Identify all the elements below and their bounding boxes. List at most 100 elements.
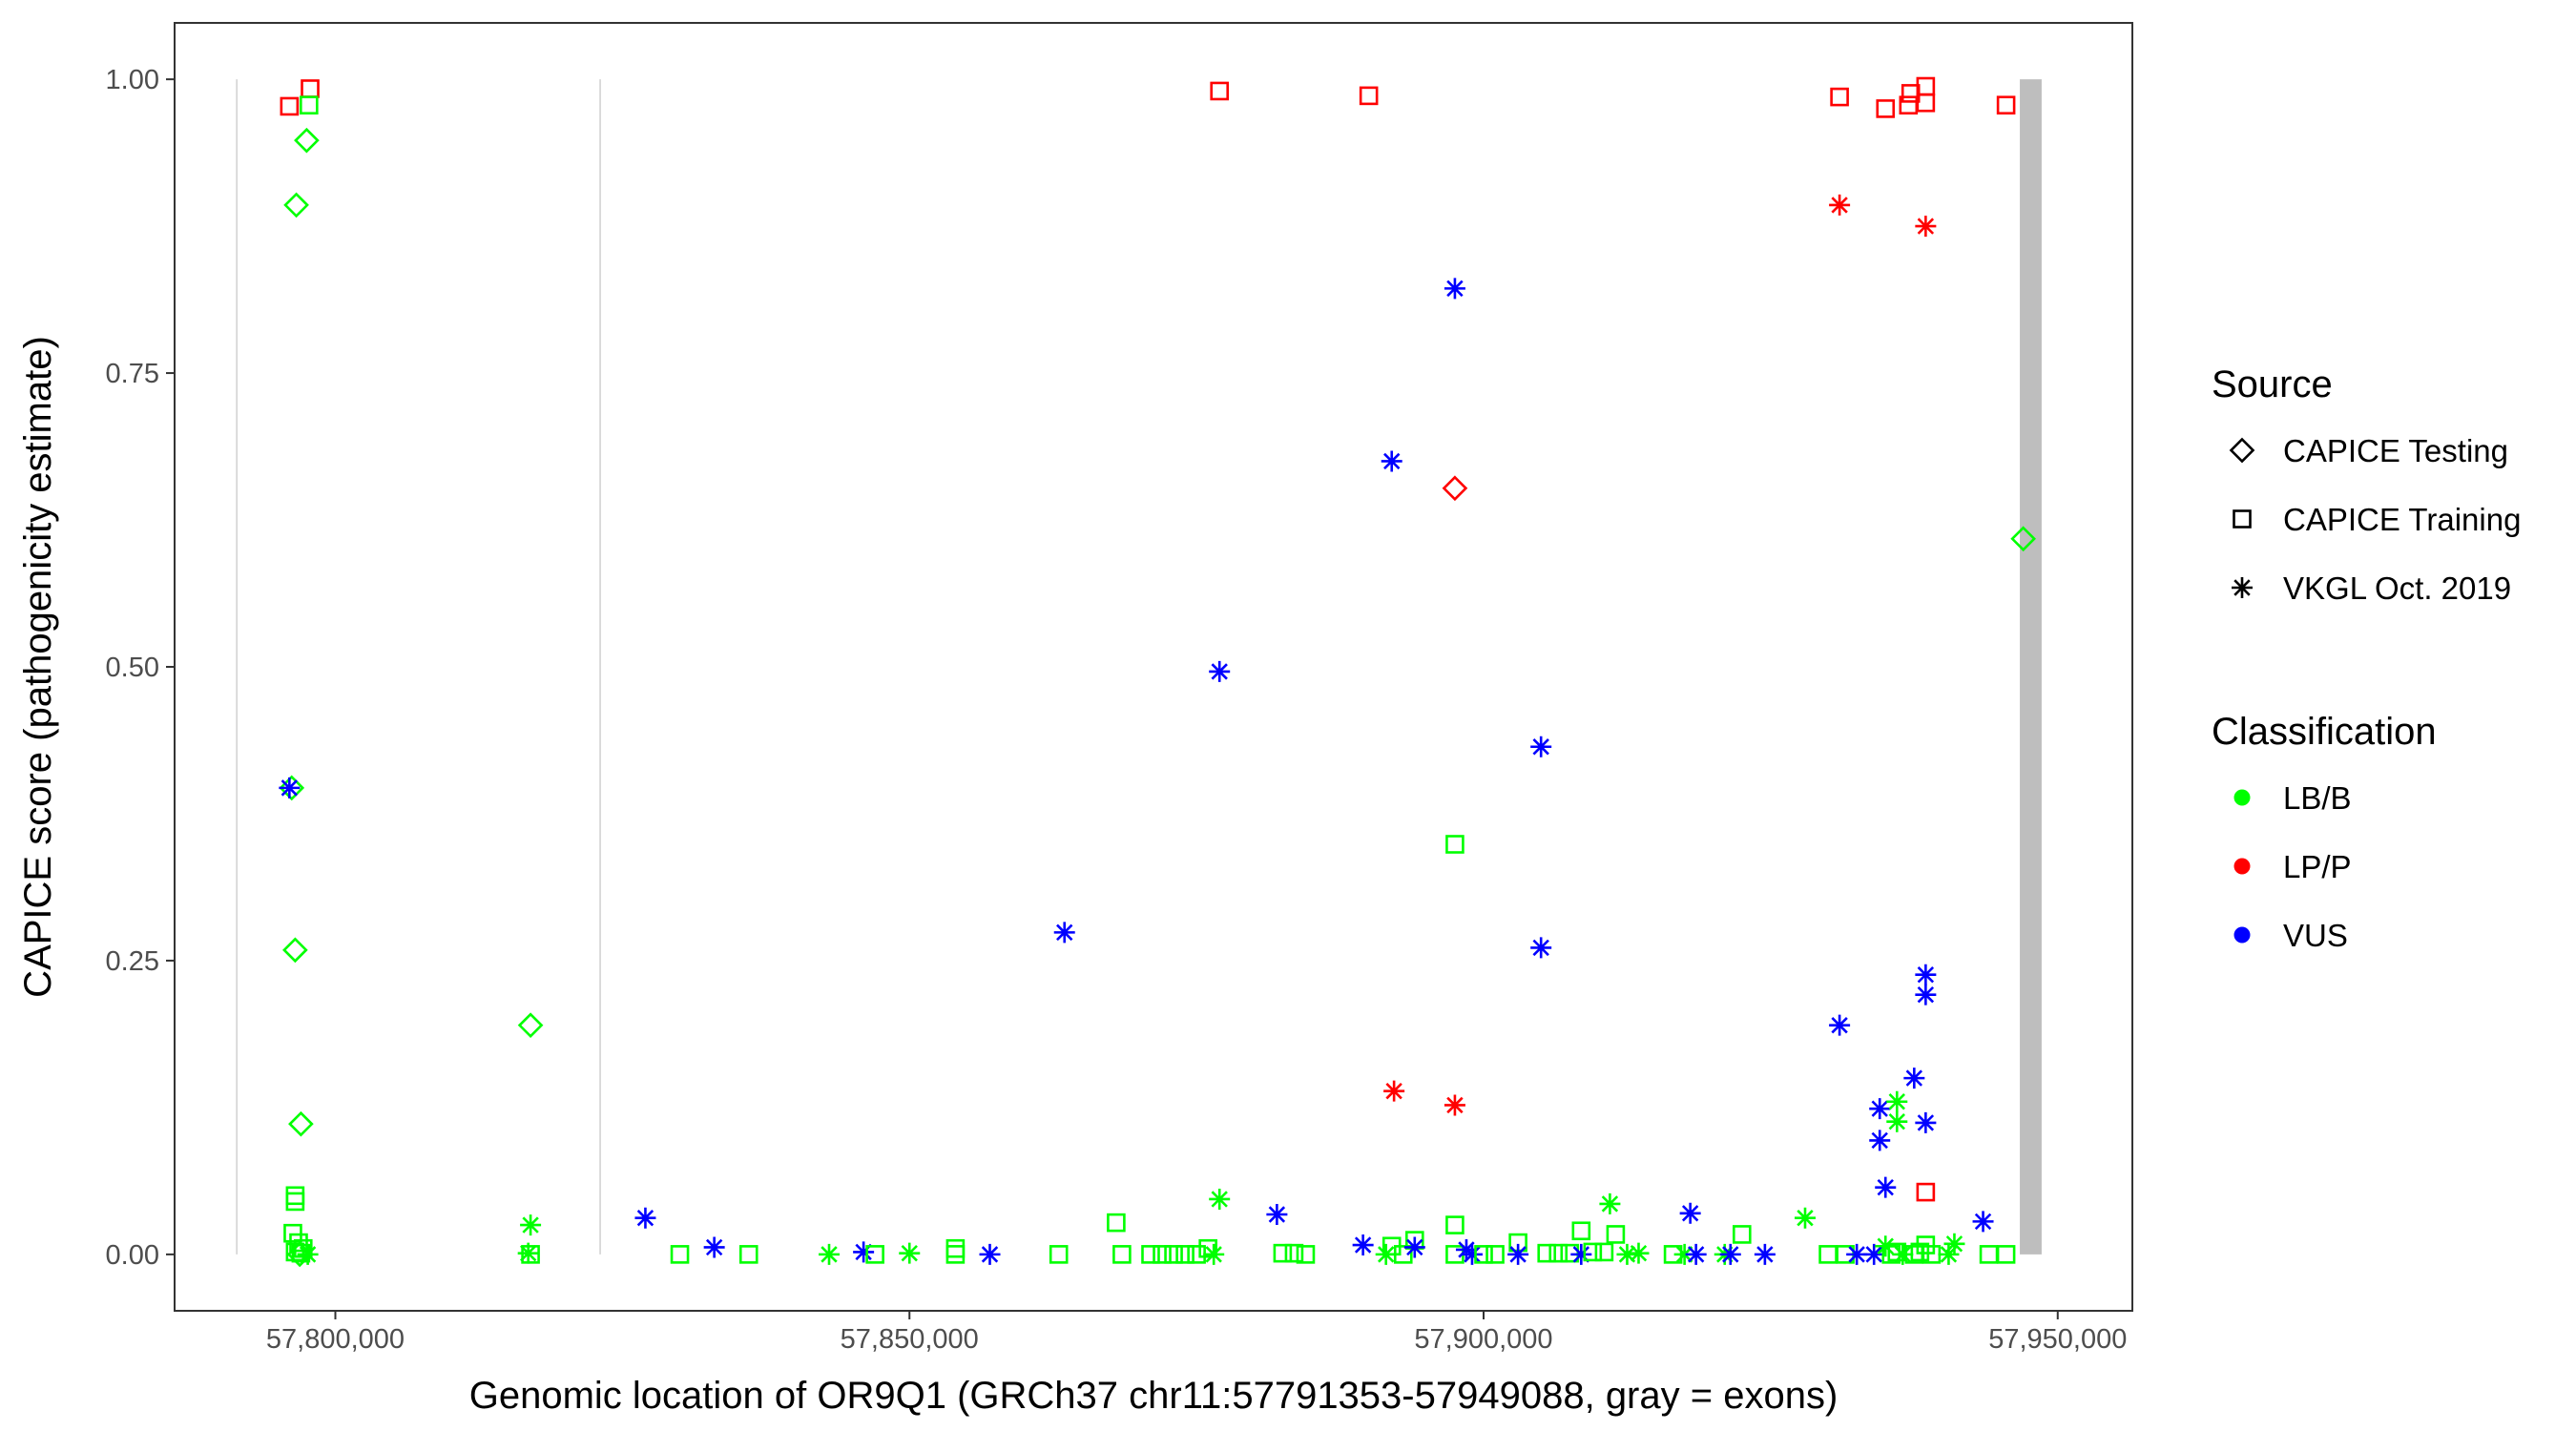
data-point: [1570, 1243, 1592, 1265]
data-point: [1537, 1243, 1557, 1263]
data-point: [1754, 1243, 1776, 1265]
data-point: [1530, 736, 1552, 757]
exon-band: [2020, 79, 2042, 1255]
data-point: [1381, 450, 1402, 472]
x-tick-label: 57,900,000: [1414, 1324, 1552, 1355]
data-point: [520, 1214, 542, 1236]
data-point: [1474, 1245, 1493, 1264]
data-point: [1359, 86, 1379, 106]
data-point: [1616, 1243, 1638, 1265]
data-point: [1583, 1242, 1603, 1262]
data-point: [899, 1242, 921, 1264]
y-tick-label: 0.50: [106, 653, 159, 683]
data-point: [1599, 1192, 1621, 1214]
classification-legend-label: LB/B: [2283, 780, 2352, 816]
data-point: [819, 1243, 841, 1265]
y-tick-label: 1.00: [106, 65, 159, 95]
data-point: [1886, 1090, 1908, 1112]
data-point: [1685, 1243, 1707, 1265]
data-point: [1112, 1245, 1132, 1264]
data-point: [1049, 1245, 1069, 1264]
data-point: [1153, 1245, 1172, 1264]
data-point: [1915, 964, 1937, 985]
data-point: [1869, 1098, 1891, 1120]
data-point: [294, 127, 320, 154]
data-point: [279, 777, 301, 798]
data-point: [300, 95, 319, 115]
data-point: [1892, 1243, 1914, 1265]
data-point: [289, 1233, 308, 1253]
data-point: [1210, 81, 1230, 101]
classification-legend-swatch: [2233, 789, 2251, 806]
data-point: [288, 1110, 314, 1137]
data-point: [1403, 1236, 1425, 1258]
data-point: [738, 1245, 758, 1264]
data-point: [1719, 1243, 1741, 1265]
x-tick-label: 57,950,000: [1988, 1324, 2127, 1355]
data-point: [1507, 1243, 1529, 1265]
data-point: [2232, 577, 2253, 598]
x-tick-label: 57,850,000: [841, 1324, 979, 1355]
data-point: [282, 937, 308, 964]
data-point: [283, 1223, 302, 1243]
classification-legend-title: Classification: [2212, 711, 2437, 753]
data-point: [1628, 1242, 1650, 1264]
data-point: [1733, 1225, 1752, 1244]
data-point: [517, 1012, 544, 1039]
data-point: [1795, 1207, 1816, 1229]
data-point: [1869, 1130, 1891, 1151]
data-point: [1972, 1211, 1994, 1233]
y-axis-title: CAPICE score (pathogenicity estimate): [17, 336, 59, 998]
data-point: [1915, 984, 1937, 1006]
data-point: [1829, 194, 1851, 216]
data-point: [1284, 1243, 1304, 1263]
data-point: [979, 1243, 1001, 1265]
data-points: [279, 76, 2037, 1268]
data-point: [1296, 1245, 1316, 1264]
x-axis-ticks: 57,800,000 57,850,000 57,900,000 57,950,000: [266, 1311, 2127, 1355]
data-point: [1863, 1243, 1885, 1265]
data-point: [283, 192, 309, 218]
data-point: [1916, 1182, 1936, 1202]
source-legend-title: Source: [2212, 363, 2333, 405]
data-point: [1107, 1213, 1126, 1233]
y-tick-label: 0.75: [106, 359, 159, 389]
data-point: [1996, 1245, 2016, 1264]
x-tick-label: 57,800,000: [266, 1324, 405, 1355]
data-point: [297, 1243, 319, 1265]
data-point: [1679, 1202, 1701, 1224]
classification-legend-label: LP/P: [2283, 849, 2352, 884]
data-point: [1829, 1014, 1851, 1036]
data-point: [1175, 1245, 1195, 1264]
data-point: [285, 1192, 305, 1212]
data-point: [1606, 1225, 1626, 1244]
y-tick-label: 0.00: [106, 1240, 159, 1271]
data-point: [521, 1245, 540, 1264]
data-point: [1383, 1080, 1405, 1102]
classification-legend-label: VUS: [2283, 918, 2348, 953]
data-point: [1673, 1243, 1695, 1265]
data-point: [1943, 1233, 1965, 1255]
data-point: [865, 1245, 884, 1264]
data-point: [1530, 937, 1552, 959]
data-point: [634, 1207, 656, 1229]
data-point: [1830, 87, 1849, 107]
data-point: [1485, 1245, 1505, 1264]
data-point: [1916, 93, 1936, 113]
data-point: [1915, 216, 1937, 238]
data-point: [1053, 922, 1075, 944]
source-legend: Source CAPICE Testing CAPICE Training VKGL…: [2212, 363, 2521, 606]
data-point: [1915, 1111, 1937, 1133]
exon-band: [236, 79, 238, 1255]
data-point: [1996, 95, 2016, 115]
data-point: [1548, 1243, 1568, 1263]
data-point: [1266, 1204, 1288, 1225]
source-legend-label: CAPICE Testing: [2283, 433, 2508, 468]
source-legend-label: VKGL Oct. 2019: [2283, 570, 2511, 606]
exon-band: [599, 79, 601, 1255]
y-axis-ticks: 0.00 0.25 0.50 0.75 1.00: [106, 65, 175, 1271]
data-point: [2233, 509, 2252, 529]
data-point: [1209, 1188, 1231, 1210]
